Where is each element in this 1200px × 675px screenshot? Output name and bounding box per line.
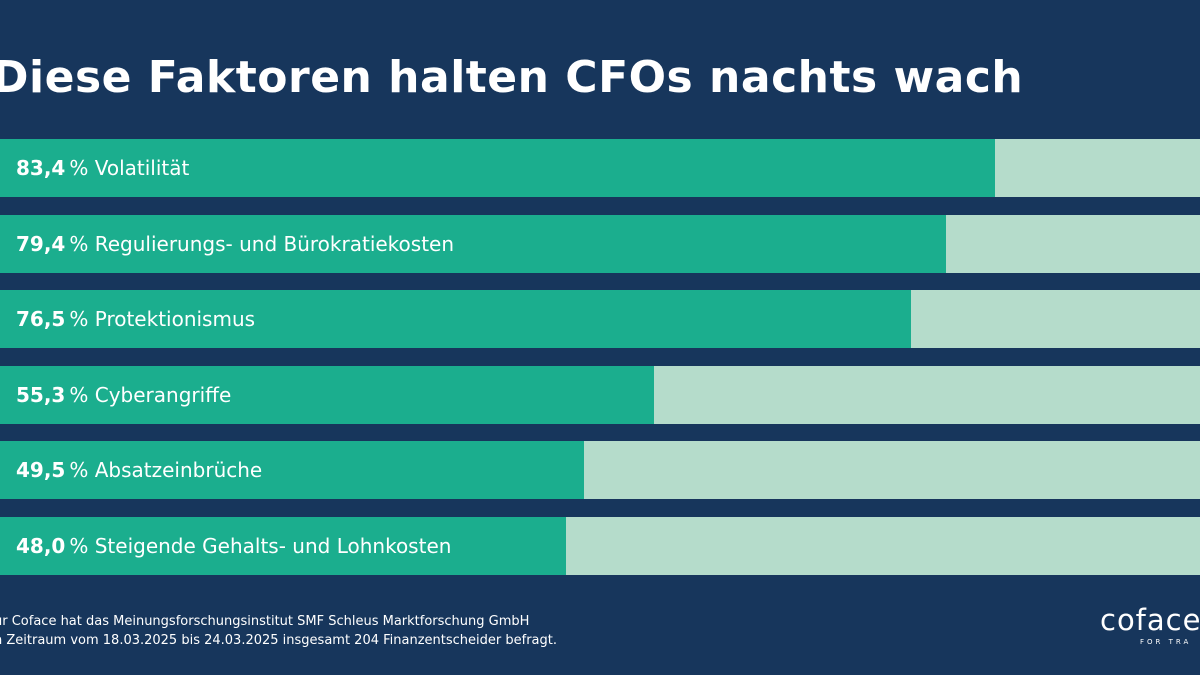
- chart-title: Diese Faktoren halten CFOs nachts wach: [0, 52, 1024, 103]
- footnote: ür Coface hat das Meinungsforschungsinst…: [0, 612, 557, 650]
- bar-track: 83,4 % Volatilität: [0, 139, 1200, 197]
- value-label: 55,3: [16, 382, 66, 407]
- bar-track: 55,3 % Cyberangriffe: [0, 365, 1200, 424]
- bar-label: 83,4 % Volatilität: [16, 139, 189, 197]
- unit-label: %: [69, 534, 89, 558]
- logo-wordmark: coface: [1100, 603, 1200, 637]
- footnote-line-2: n Zeitraum vom 18.03.2025 bis 24.03.2025…: [0, 633, 557, 648]
- value-label: 79,4: [16, 231, 66, 256]
- footnote-line-1: ür Coface hat das Meinungsforschungsinst…: [0, 614, 530, 629]
- category-label: Regulierungs- und Bürokratiekosten: [94, 231, 455, 256]
- bar: [0, 290, 912, 349]
- bar-label: 49,5 % Absatzeinbrüche: [16, 441, 262, 499]
- unit-label: %: [69, 382, 89, 407]
- value-label: 48,0: [16, 534, 66, 558]
- unit-label: %: [69, 156, 89, 180]
- bar-track: 49,5 % Absatzeinbrüche: [0, 441, 1200, 500]
- bar: [0, 139, 995, 197]
- value-label: 49,5: [16, 458, 66, 483]
- bar-chart: 83,4 % Volatilität 79,4 % Regulierungs- u…: [0, 139, 1200, 575]
- bar-track: 79,4 % Regulierungs- und Bürokratiekoste…: [0, 214, 1200, 273]
- bar-track: 48,0 % Steigende Gehalts- und Lohnkosten: [0, 517, 1200, 575]
- bar: [0, 214, 947, 273]
- category-label: Cyberangriffe: [94, 382, 232, 407]
- value-label: 76,5: [16, 307, 66, 332]
- bar-label: 48,0 % Steigende Gehalts- und Lohnkosten: [16, 517, 451, 575]
- category-label: Volatilität: [94, 156, 190, 180]
- unit-label: %: [69, 458, 89, 483]
- category-label: Protektionismus: [94, 307, 256, 332]
- bar: [0, 441, 584, 500]
- bar-label: 55,3 % Cyberangriffe: [16, 366, 231, 424]
- unit-label: %: [69, 307, 89, 332]
- value-label: 83,4: [16, 156, 66, 180]
- bar-label: 76,5 % Protektionismus: [16, 290, 255, 348]
- category-label: Absatzeinbrüche: [94, 458, 263, 483]
- logo-tagline: FOR TRA: [1140, 638, 1192, 646]
- bar: [0, 517, 566, 575]
- unit-label: %: [69, 231, 89, 256]
- bar-track: 76,5 % Protektionismus: [0, 290, 1200, 349]
- category-label: Steigende Gehalts- und Lohnkosten: [94, 534, 452, 558]
- coface-logo: coface FOR TRA: [1100, 604, 1200, 647]
- bar: [0, 365, 655, 424]
- bar-label: 79,4 % Regulierungs- und Bürokratiekoste…: [16, 215, 454, 273]
